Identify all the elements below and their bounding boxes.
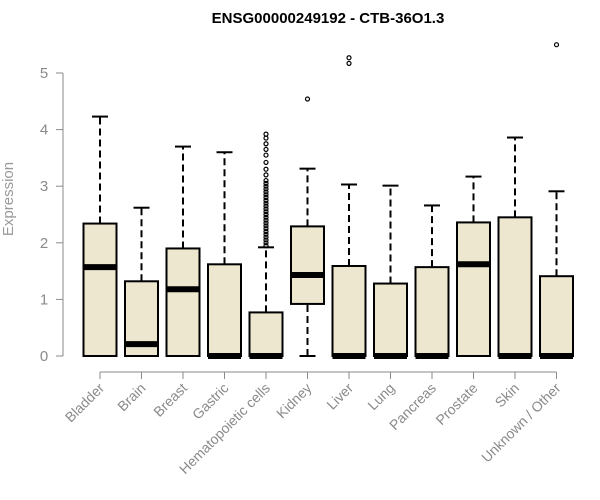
box-group: [331, 55, 367, 359]
y-tick-label: 5: [40, 65, 48, 82]
outlier-point: [304, 96, 311, 102]
outlier-point: [263, 231, 269, 237]
outlier-point: [263, 197, 269, 203]
box: [290, 225, 325, 305]
box: [539, 275, 574, 357]
outlier-point: [263, 214, 269, 220]
box: [497, 216, 533, 357]
x-tick-label: Lung: [364, 380, 397, 413]
x-tick-label: Liver: [323, 380, 356, 413]
x-tick-label: Unknown / Other: [478, 380, 564, 466]
box-group: [124, 206, 159, 357]
y-tick-label: 1: [40, 291, 48, 308]
outlier-point: [263, 131, 269, 137]
outlier-point: [346, 60, 352, 66]
box-group: [165, 145, 201, 358]
box: [414, 266, 450, 357]
outlier-point: [263, 211, 269, 218]
box: [82, 222, 118, 357]
box: [373, 282, 408, 357]
box: [456, 221, 491, 357]
chart-title: ENSG00000249192 - CTB-36O1.3: [212, 10, 445, 27]
outlier-point: [263, 217, 269, 223]
x-tick-label: Bladder: [62, 380, 108, 426]
outlier-point: [263, 177, 269, 184]
outlier-point: [263, 223, 269, 229]
outlier-point: [263, 194, 269, 201]
outlier-point: [263, 200, 269, 206]
outlier-point: [263, 166, 269, 172]
box-group: [497, 136, 533, 359]
outlier-point: [263, 189, 269, 195]
outlier-point: [263, 240, 269, 246]
y-tick-label: 4: [40, 122, 48, 139]
x-tick-label: Brain: [114, 380, 148, 414]
outlier-point: [263, 192, 269, 198]
box-group: [414, 204, 450, 359]
y-axis-label: Expression: [0, 162, 17, 236]
outlier-point: [263, 228, 269, 235]
outlier-point: [263, 152, 269, 158]
outlier-point: [263, 237, 269, 243]
outlier-point: [263, 180, 269, 186]
outlier-point: [263, 220, 269, 226]
outlier-point: [263, 234, 269, 240]
x-tick-label: Skin: [492, 380, 523, 411]
box-group: [373, 184, 408, 359]
x-tick-label: Kidney: [273, 380, 315, 422]
outlier-point: [263, 141, 269, 147]
y-tick-label: 2: [40, 235, 48, 252]
box-group: [248, 131, 284, 359]
box-group: [456, 175, 491, 357]
outlier-point: [263, 243, 269, 249]
outlier-point: [346, 55, 352, 61]
outlier-point: [263, 159, 269, 166]
outlier-point: [263, 172, 269, 178]
outlier-point: [263, 186, 269, 192]
box: [165, 247, 201, 358]
box: [207, 263, 242, 358]
box-group: [539, 42, 574, 359]
outlier-point: [263, 206, 269, 212]
box: [248, 311, 284, 357]
box-group: [290, 96, 325, 357]
axes: 0 1 2 3 4 5: [40, 65, 557, 373]
x-tick-label: Breast: [150, 380, 190, 420]
outlier-point: [263, 146, 269, 153]
box-group: [207, 151, 242, 359]
boxes: [82, 42, 574, 359]
outlier-point: [263, 183, 269, 189]
outlier-point: [263, 209, 269, 215]
y-tick-label: 3: [40, 178, 48, 195]
box: [331, 265, 367, 358]
x-tick-label: Prostate: [432, 380, 480, 428]
outlier-point: [553, 42, 560, 48]
y-tick-label: 0: [40, 348, 48, 365]
outlier-point: [263, 203, 269, 209]
outlier-point: [263, 226, 269, 232]
box-group: [82, 115, 118, 357]
